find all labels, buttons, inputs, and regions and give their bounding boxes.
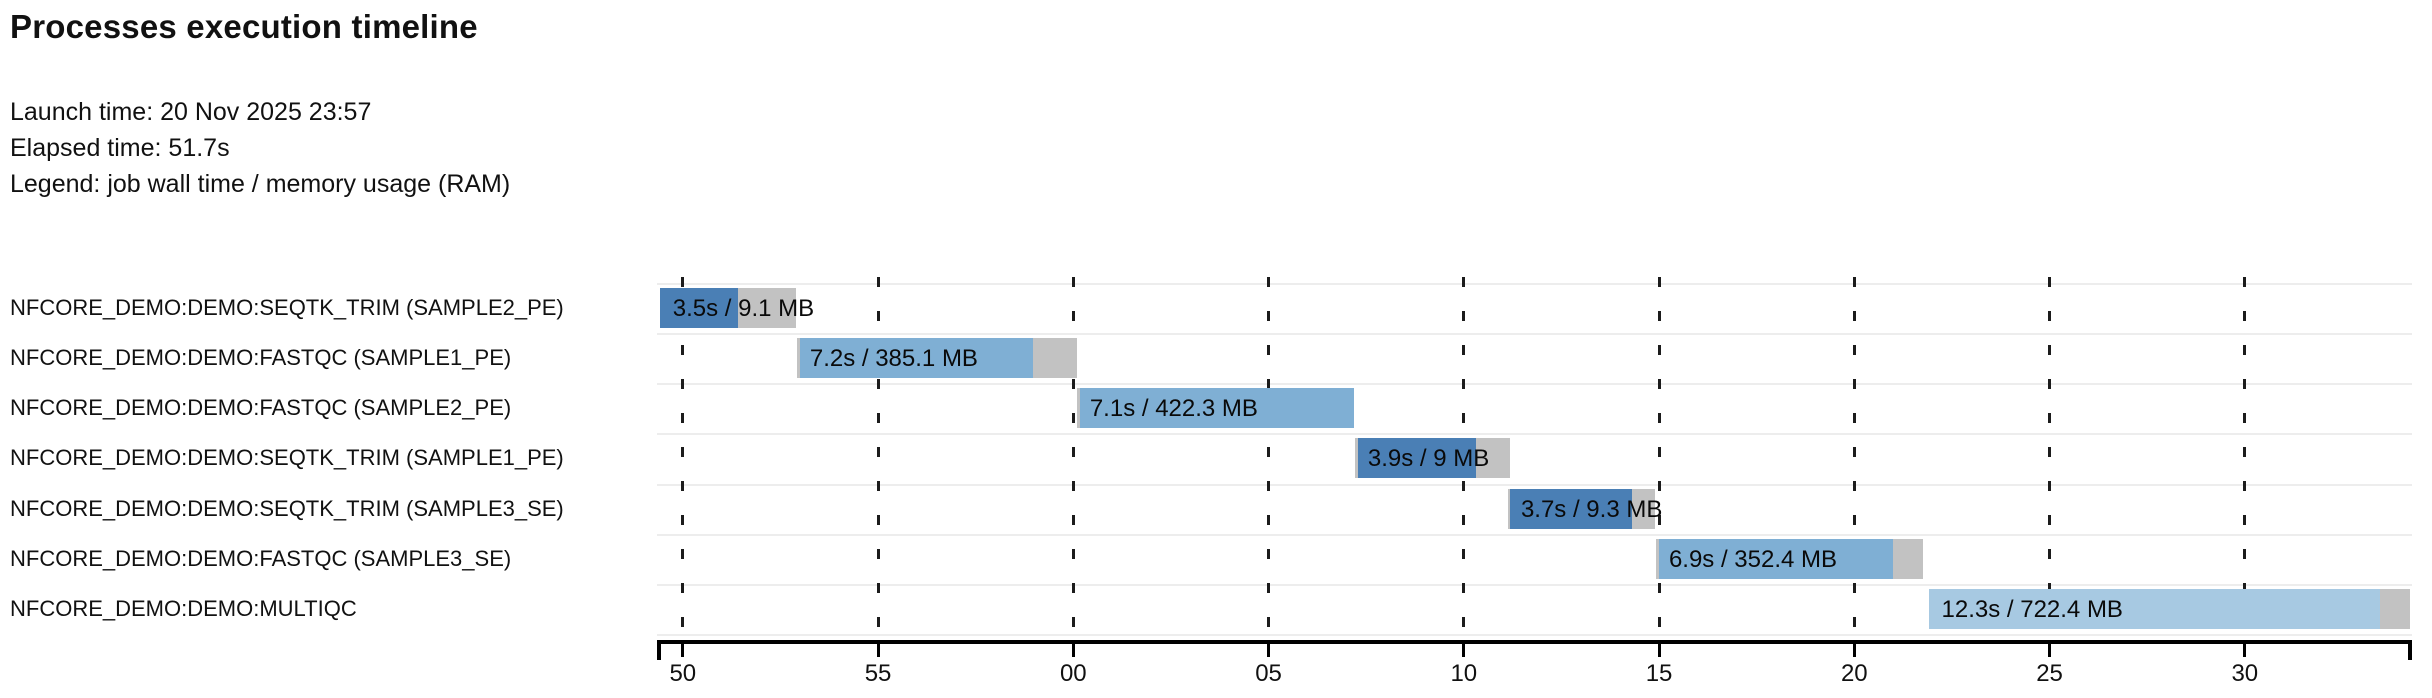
task-bar-run [1928,589,2380,629]
axis-tick [681,640,685,657]
grid-line [2048,277,2052,640]
run-info: Launch time: 20 Nov 2025 23:57 Elapsed t… [10,94,510,202]
task-bar-run [1079,388,1354,428]
grid-line [1852,277,1856,640]
task-bar-run [1357,438,1476,478]
axis-tick [1852,640,1856,657]
axis-tick-label: 50 [669,660,697,687]
task-bar-label: 3.9s / 9 MB [1367,445,1490,472]
task-bar-label: 6.9s / 352.4 MB [1668,546,1838,573]
axis-tick-label: 00 [1059,660,1087,687]
task-bar-run [1509,489,1632,529]
task-bar-overhead-post [737,288,796,328]
process-label: NFCORE_DEMO:DEMO:FASTQC (SAMPLE3_SE) [10,546,512,571]
axis-tick [1462,640,1466,657]
task-bar-overhead-post [1892,539,1923,579]
row-separator [657,634,2412,636]
grid-line [1657,277,1661,640]
row-separator [657,433,2412,435]
axis-tick [1657,640,1661,657]
task-bar-overhead-post [2379,589,2410,629]
task-bar-label: 12.3s / 722.4 MB [1941,596,2123,623]
axis-tick [2048,640,2052,657]
axis-tick-label: 20 [1840,660,1868,687]
axis-end-cap [657,640,661,660]
task-bar-overhead-pre [1076,388,1080,428]
task-bar-overhead-pre [1507,489,1510,529]
grid-line [876,277,880,640]
axis-tick [876,640,880,657]
task-bar-overhead-pre [796,338,800,378]
grid-line [1071,277,1075,640]
legend-text: Legend: job wall time / memory usage (RA… [10,170,511,198]
task-bar-label: 3.5s / 9.1 MB [672,295,815,322]
process-label: NFCORE_DEMO:DEMO:FASTQC (SAMPLE2_PE) [10,395,512,420]
process-label: NFCORE_DEMO:DEMO:SEQTK_TRIM (SAMPLE3_SE) [10,496,564,521]
task-bar-run [659,288,738,328]
axis-tick-label: 30 [2231,660,2259,687]
task-bar-run [1659,539,1893,579]
task-bar-overhead-post [1032,338,1077,378]
grid-line [1267,277,1271,640]
task-bar-label: 7.2s / 385.1 MB [809,345,978,372]
task-bar-overhead-pre [1354,438,1358,478]
task-bar-label: 7.1s / 422.3 MB [1089,395,1258,422]
page-title: Processes execution timeline [10,8,478,45]
row-separator [657,534,2412,536]
axis-tick-label: 15 [1645,660,1673,687]
axis-tick-label: 05 [1255,660,1282,687]
grid-line [681,277,685,640]
axis-tick [1267,640,1271,657]
task-bar-run [799,338,1033,378]
process-label: NFCORE_DEMO:DEMO:SEQTK_TRIM (SAMPLE1_PE) [10,445,564,470]
task-bar-overhead-post [1631,489,1655,529]
elapsed-time-text: Elapsed time: 51.7s [10,134,230,162]
task-bar-overhead-pre [1655,539,1660,579]
axis-end-cap [2408,640,2412,660]
row-separator [657,283,2412,285]
axis-line [657,640,2412,644]
row-separator [657,584,2412,586]
row-separator [657,484,2412,486]
axis-tick [2243,640,2247,657]
axis-tick [1071,640,1075,657]
row-separator [657,333,2412,335]
launch-time-text: Launch time: 20 Nov 2025 23:57 [10,98,372,126]
axis-tick-label: 25 [2036,660,2063,687]
process-label: NFCORE_DEMO:DEMO:MULTIQC [10,596,357,621]
task-bar-label: 3.7s / 9.3 MB [1520,496,1663,523]
axis-tick-label: 10 [1450,660,1478,687]
axis-tick-label: 55 [864,660,892,687]
process-label: NFCORE_DEMO:DEMO:SEQTK_TRIM (SAMPLE2_PE) [10,295,564,320]
process-label: NFCORE_DEMO:DEMO:FASTQC (SAMPLE1_PE) [10,345,512,370]
task-bar-overhead-post [1475,438,1510,478]
grid-line [2243,277,2247,640]
row-separator [657,383,2412,385]
